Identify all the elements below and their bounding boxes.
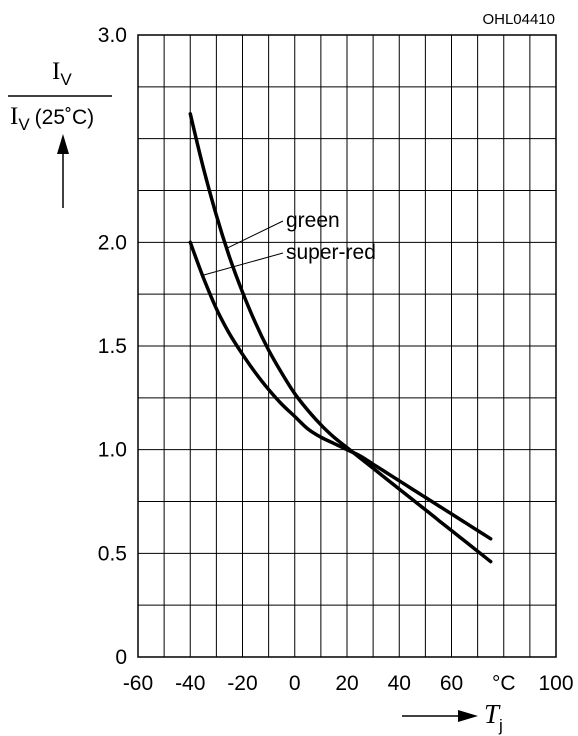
x-tick-label: 0 bbox=[289, 672, 301, 695]
y-label-numerator: IV bbox=[52, 58, 72, 89]
series-label-green: green bbox=[286, 209, 340, 232]
x-label: Tj bbox=[484, 699, 503, 735]
y-label-denominator-symbol: I bbox=[10, 103, 18, 130]
curves bbox=[188, 112, 493, 564]
y-tick-label: 3.0 bbox=[98, 24, 127, 47]
y-tick-labels: 0 0.5 1.0 1.5 2.0 3.0 bbox=[98, 24, 127, 669]
series-labels: green super-red bbox=[201, 209, 376, 276]
plot-frame bbox=[137, 34, 557, 658]
y-axis-label: IV IV (25˚C) bbox=[8, 58, 112, 208]
figure-code: OHL04410 bbox=[482, 11, 555, 28]
x-tick-label: -60 bbox=[123, 672, 153, 695]
y-label-numerator-sub: V bbox=[60, 70, 72, 89]
x-tick-label: °C bbox=[492, 672, 516, 695]
leader-line-green bbox=[226, 220, 284, 250]
y-label-numerator-symbol: I bbox=[52, 58, 60, 85]
y-arrow-head bbox=[57, 134, 69, 154]
y-tick-label: 1.0 bbox=[98, 439, 127, 462]
y-tick-label: 2.0 bbox=[98, 231, 127, 254]
x-arrow-head bbox=[458, 710, 478, 722]
x-tick-label: 60 bbox=[440, 672, 463, 695]
leader-line-super-red bbox=[201, 252, 284, 276]
y-label-denominator-suffix: (25˚C) bbox=[35, 106, 95, 129]
grid bbox=[138, 35, 556, 657]
y-tick-label: 1.5 bbox=[98, 335, 127, 358]
series-label-super-red: super-red bbox=[286, 241, 376, 264]
y-tick-label: 0 bbox=[115, 646, 127, 669]
y-label-denominator: IV (25˚C) bbox=[10, 103, 94, 134]
y-tick-label: 0.5 bbox=[98, 542, 127, 565]
series-line-green bbox=[188, 112, 493, 564]
series-line-super-red bbox=[188, 240, 493, 541]
x-tick-label: -40 bbox=[175, 672, 205, 695]
x-tick-labels: -60 -40 -20 0 20 40 60 °C 100 bbox=[123, 672, 574, 695]
x-tick-label: -20 bbox=[227, 672, 257, 695]
x-tick-label: 20 bbox=[335, 672, 358, 695]
x-label-symbol: T bbox=[484, 699, 501, 729]
y-label-denominator-sub: V bbox=[18, 115, 30, 134]
x-tick-label: 40 bbox=[388, 672, 411, 695]
x-tick-label: 100 bbox=[538, 672, 573, 695]
x-label-sub: j bbox=[498, 716, 503, 735]
x-axis-label: Tj bbox=[402, 699, 503, 735]
plot-border bbox=[137, 34, 557, 658]
